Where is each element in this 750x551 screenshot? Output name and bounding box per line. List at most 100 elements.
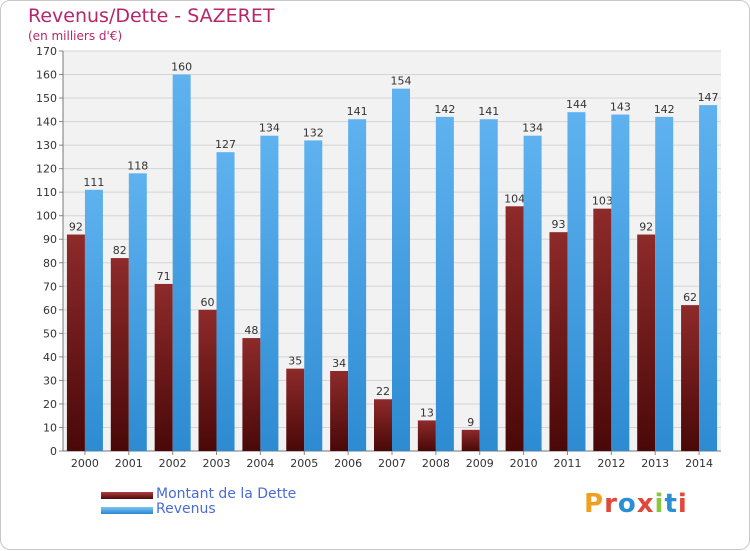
bar-dette: [549, 232, 568, 451]
x-tick-label: 2008: [422, 457, 450, 470]
bar-revenus: [348, 119, 367, 451]
data-label-dette: 60: [201, 296, 215, 309]
y-tick-label: 60: [43, 304, 57, 317]
y-tick-label: 30: [43, 374, 57, 387]
bar-dette: [593, 208, 612, 451]
data-label-dette: 35: [288, 355, 302, 368]
bar-revenus: [655, 116, 674, 451]
bar-dette: [374, 399, 392, 451]
bar-revenus: [699, 105, 718, 451]
bar-dette: [154, 283, 173, 451]
bar-dette: [198, 309, 217, 451]
x-tick-label: 2001: [115, 457, 143, 470]
data-label-revenus: 141: [347, 105, 368, 118]
bar-revenus: [260, 135, 279, 452]
data-label-dette: 13: [420, 406, 434, 419]
y-tick-label: 160: [36, 69, 57, 82]
bar-revenus: [479, 119, 498, 451]
x-tick-label: 2007: [378, 457, 406, 470]
legend-swatch-revenus: [101, 507, 153, 514]
y-tick-label: 80: [43, 257, 57, 270]
data-label-dette: 104: [504, 192, 525, 205]
bar-revenus: [523, 135, 542, 452]
bar-dette: [681, 305, 700, 451]
data-label-dette: 9: [467, 416, 474, 429]
y-tick-label: 70: [43, 280, 57, 293]
bar-dette: [286, 368, 305, 451]
y-tick-label: 10: [43, 421, 57, 434]
bar-revenus: [567, 112, 586, 452]
data-label-revenus: 118: [127, 159, 148, 172]
data-label-dette: 62: [683, 291, 697, 304]
y-tick-label: 140: [36, 116, 57, 129]
legend-label-dette: Montant de la Dette: [156, 486, 297, 502]
bar-revenus: [611, 114, 630, 451]
legend-label-revenus: Revenus: [156, 501, 216, 517]
data-label-revenus: 127: [215, 138, 236, 151]
data-label-dette: 22: [376, 385, 390, 398]
data-label-revenus: 134: [522, 122, 543, 135]
data-label-revenus: 142: [434, 103, 455, 116]
proxiti-logo: Proxiti: [584, 489, 688, 519]
x-tick-label: 2011: [553, 457, 581, 470]
x-tick-label: 2012: [597, 457, 625, 470]
x-tick-label: 2010: [510, 457, 538, 470]
x-tick-label: 2004: [246, 457, 274, 470]
data-label-revenus: 160: [171, 61, 192, 74]
data-label-dette: 34: [332, 357, 346, 370]
y-tick-label: 150: [36, 92, 57, 105]
y-tick-label: 0: [50, 445, 57, 458]
x-tick-label: 2000: [71, 457, 99, 470]
data-label-revenus: 144: [566, 98, 587, 111]
bar-revenus: [84, 189, 103, 451]
bar-dette: [110, 258, 129, 451]
bar-revenus: [172, 74, 191, 451]
bar-dette: [330, 371, 349, 451]
y-tick-label: 110: [36, 186, 57, 199]
logo-letter: i: [654, 489, 665, 519]
chart-title: Revenus/Dette - SAZERET: [28, 5, 275, 27]
y-tick-label: 120: [36, 163, 57, 176]
chart-subtitle: (en milliers d'€): [28, 29, 123, 43]
data-label-revenus: 154: [391, 75, 412, 88]
data-label-revenus: 142: [654, 103, 675, 116]
y-tick-label: 130: [36, 139, 57, 152]
data-label-dette: 92: [69, 221, 83, 234]
y-tick-label: 50: [43, 327, 57, 340]
data-label-revenus: 132: [303, 126, 324, 139]
bar-dette: [637, 234, 656, 451]
data-label-dette: 71: [157, 270, 171, 283]
x-tick-label: 2002: [159, 457, 187, 470]
bar-revenus: [128, 173, 147, 451]
bar-dette: [461, 429, 480, 451]
x-tick-label: 2009: [466, 457, 494, 470]
bar-dette: [66, 234, 85, 451]
x-tick-label: 2003: [203, 457, 231, 470]
bar-dette: [417, 420, 436, 451]
bar-revenus: [392, 88, 410, 451]
x-tick-label: 2006: [334, 457, 362, 470]
x-tick-label: 2013: [641, 457, 669, 470]
x-tick-label: 2014: [685, 457, 713, 470]
data-label-revenus: 147: [698, 91, 719, 104]
data-label-revenus: 143: [610, 101, 631, 114]
y-tick-label: 40: [43, 351, 57, 364]
data-label-dette: 48: [244, 324, 258, 337]
data-label-dette: 103: [592, 195, 613, 208]
bar-revenus: [435, 116, 454, 451]
data-label-dette: 82: [113, 244, 127, 257]
logo-letter: o: [617, 489, 637, 519]
logo-letter: i: [677, 489, 688, 519]
y-tick-label: 100: [36, 210, 57, 223]
logo-letter: t: [664, 489, 678, 519]
bar-revenus: [216, 152, 235, 452]
data-label-dette: 93: [551, 218, 565, 231]
legend-swatch-dette: [101, 492, 153, 499]
y-tick-label: 20: [43, 398, 57, 411]
bar-revenus: [304, 140, 323, 452]
logo-letter: P: [584, 489, 605, 519]
y-tick-label: 170: [36, 45, 57, 58]
data-label-revenus: 134: [259, 122, 280, 135]
